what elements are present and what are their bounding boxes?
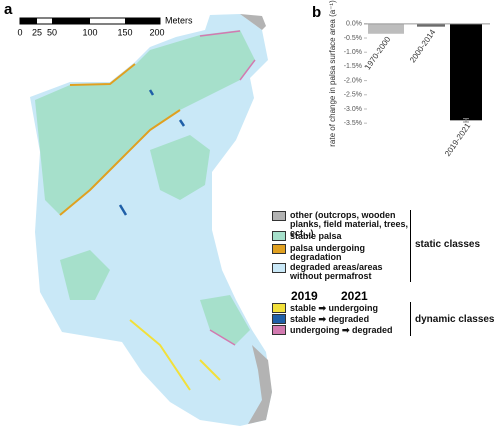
- legend-swatch: [272, 263, 286, 273]
- map-dynamic: [199, 30, 256, 346]
- map-dynamic: [129, 319, 221, 391]
- legend-text: palsa undergoing degradation: [290, 243, 366, 262]
- legend-text: stable ➡ undergoing: [290, 303, 379, 313]
- scale-label: 200: [149, 27, 164, 37]
- legend-swatch: [272, 314, 286, 324]
- scale-unit: Meters: [165, 15, 193, 25]
- map-patch: [200, 295, 250, 345]
- scale-label: 50: [47, 27, 57, 37]
- legend-swatch: [272, 303, 286, 313]
- scale-label: 100: [82, 27, 97, 37]
- scale-bar: [52, 18, 90, 24]
- group-title: dynamic classes: [415, 314, 495, 325]
- bracket: [410, 210, 411, 282]
- map-patch: [60, 250, 110, 300]
- panel-label: b: [312, 4, 321, 21]
- map-patch: [150, 135, 210, 200]
- map-edge: [248, 345, 272, 424]
- scale-bar: [125, 18, 160, 24]
- legend-swatch: [272, 244, 286, 254]
- scale-label: 150: [117, 27, 132, 37]
- panel-label: a: [4, 1, 13, 18]
- legend-text: undergoing ➡ degraded: [290, 325, 393, 335]
- map-dynamic: [118, 89, 186, 216]
- map-edge: [240, 14, 266, 30]
- year: 2021: [341, 289, 368, 303]
- legend-swatch: [272, 211, 286, 221]
- map-degradation: [59, 63, 181, 216]
- legend-text: degraded areas/areas without permafrost: [290, 262, 383, 281]
- scale-bar: [20, 18, 37, 24]
- group-title: static classes: [415, 239, 481, 250]
- legend-swatch: [272, 231, 286, 241]
- scale-label: 0: [17, 27, 22, 37]
- scale-label: 25: [32, 27, 42, 37]
- legend-text: stable ➡ degraded: [290, 314, 370, 324]
- bracket: [410, 302, 411, 336]
- map-patch: [35, 30, 255, 215]
- legend-text: other (outcrops, wooden planks, field ma…: [290, 210, 409, 238]
- legend-text: stable palsa: [290, 231, 342, 241]
- year: 2019: [291, 289, 318, 303]
- legend-swatch: [272, 325, 286, 335]
